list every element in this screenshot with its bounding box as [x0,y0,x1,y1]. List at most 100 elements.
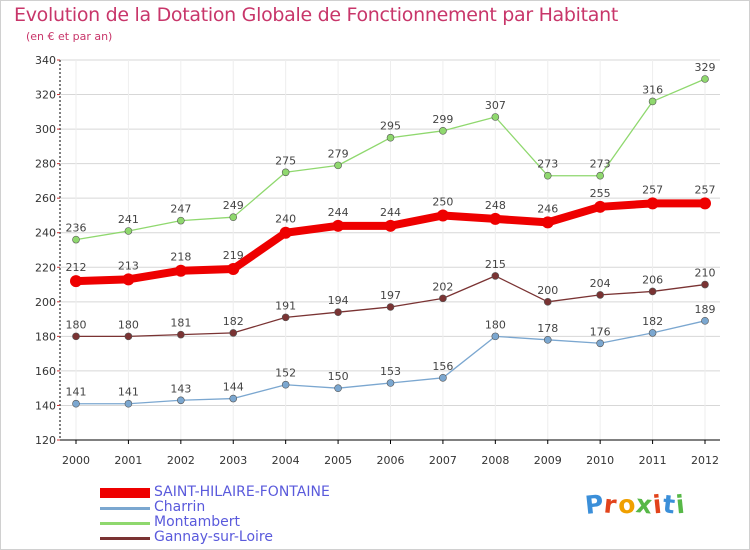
legend-label: Charrin [154,499,206,515]
data-point [334,161,342,170]
data-point [386,303,395,311]
data-point [124,332,133,341]
data-label: 241 [118,213,139,226]
data-point [646,197,659,210]
data-label: 250 [432,195,453,208]
data-label: 215 [485,258,506,271]
chart-subtitle: (en € et par an) [26,30,113,43]
data-point [648,287,657,296]
data-label: 200 [537,284,558,297]
data-label: 273 [537,158,558,171]
x-tick-label: 2004 [272,454,300,467]
data-point [72,399,80,408]
data-point [229,213,238,221]
data-label: 316 [642,83,663,96]
data-label: 153 [380,365,401,378]
data-point [648,329,657,337]
data-point [281,168,290,177]
data-label: 247 [170,203,191,216]
x-tick-label: 2007 [429,454,457,467]
x-tick-label: 2009 [534,454,562,467]
y-tick-label: 200 [35,296,56,309]
data-point [332,219,345,232]
data-point [177,330,185,339]
y-tick-label: 280 [35,158,56,171]
legend-swatch [100,536,150,540]
y-tick-label: 300 [35,123,56,136]
data-point [541,216,554,229]
data-point [701,317,709,325]
data-label: 307 [485,99,506,112]
data-label: 150 [328,370,349,383]
x-tick-label: 2010 [586,454,614,467]
x-tick-label: 2008 [481,454,509,467]
data-label: 194 [328,294,349,307]
data-point [543,171,552,180]
y-tick-label: 240 [35,227,56,240]
data-point [177,216,185,225]
data-point [701,280,709,289]
data-label: 273 [590,158,611,171]
data-label: 219 [223,249,244,262]
data-point [543,298,552,306]
data-point [436,209,449,222]
x-tick-label: 2002 [167,454,195,467]
data-label: 156 [432,360,453,373]
data-point [229,394,238,403]
x-tick-label: 2006 [377,454,405,467]
data-point [122,273,135,286]
legend-swatch [100,521,150,525]
data-label: 246 [537,202,558,215]
legend-label: Gannay-sur-Loire [154,529,273,545]
data-point [279,226,292,239]
data-point [281,380,290,389]
data-point [596,339,604,348]
data-point [334,308,342,316]
data-point [386,379,395,387]
chart-title: Evolution de la Dotation Globale de Fonc… [14,4,619,26]
data-label: 240 [275,213,296,226]
y-tick-label: 160 [35,365,56,378]
data-point [543,336,552,344]
data-label: 244 [380,206,401,219]
data-label: 197 [380,289,401,302]
data-point [439,127,447,135]
data-label: 202 [432,280,453,293]
data-point [596,291,604,299]
legend-label: SAINT-HILAIRE-FONTAINE [154,484,330,500]
data-label: 248 [485,199,506,212]
data-point [72,332,80,341]
data-point [491,113,500,121]
data-label: 178 [537,322,558,335]
data-label: 180 [118,318,139,331]
data-point [229,329,238,337]
data-point [174,264,187,277]
data-point [699,197,711,210]
data-label: 144 [223,381,244,394]
data-label: 212 [66,261,87,274]
data-label: 275 [275,154,296,167]
data-label: 206 [642,273,663,286]
y-tick-label: 260 [35,192,56,205]
data-point [384,219,397,232]
data-label: 189 [695,303,716,316]
data-point [439,294,447,303]
data-point [124,399,133,408]
legend-label: Montambert [154,514,240,530]
data-point [491,272,500,280]
data-point [72,235,80,244]
data-point [281,313,290,322]
x-tick-label: 2003 [219,454,247,467]
data-point [701,75,709,83]
data-point [648,97,657,106]
data-label: 295 [380,120,401,133]
data-label: 218 [170,251,191,264]
data-point [489,212,502,225]
data-point [594,200,607,213]
x-tick-label: 2001 [114,454,142,467]
data-point [177,396,185,405]
proxiti-logo: Proxiti [583,489,687,520]
x-tick-label: 2000 [62,454,90,467]
data-point [227,263,240,275]
y-tick-label: 320 [35,89,56,102]
